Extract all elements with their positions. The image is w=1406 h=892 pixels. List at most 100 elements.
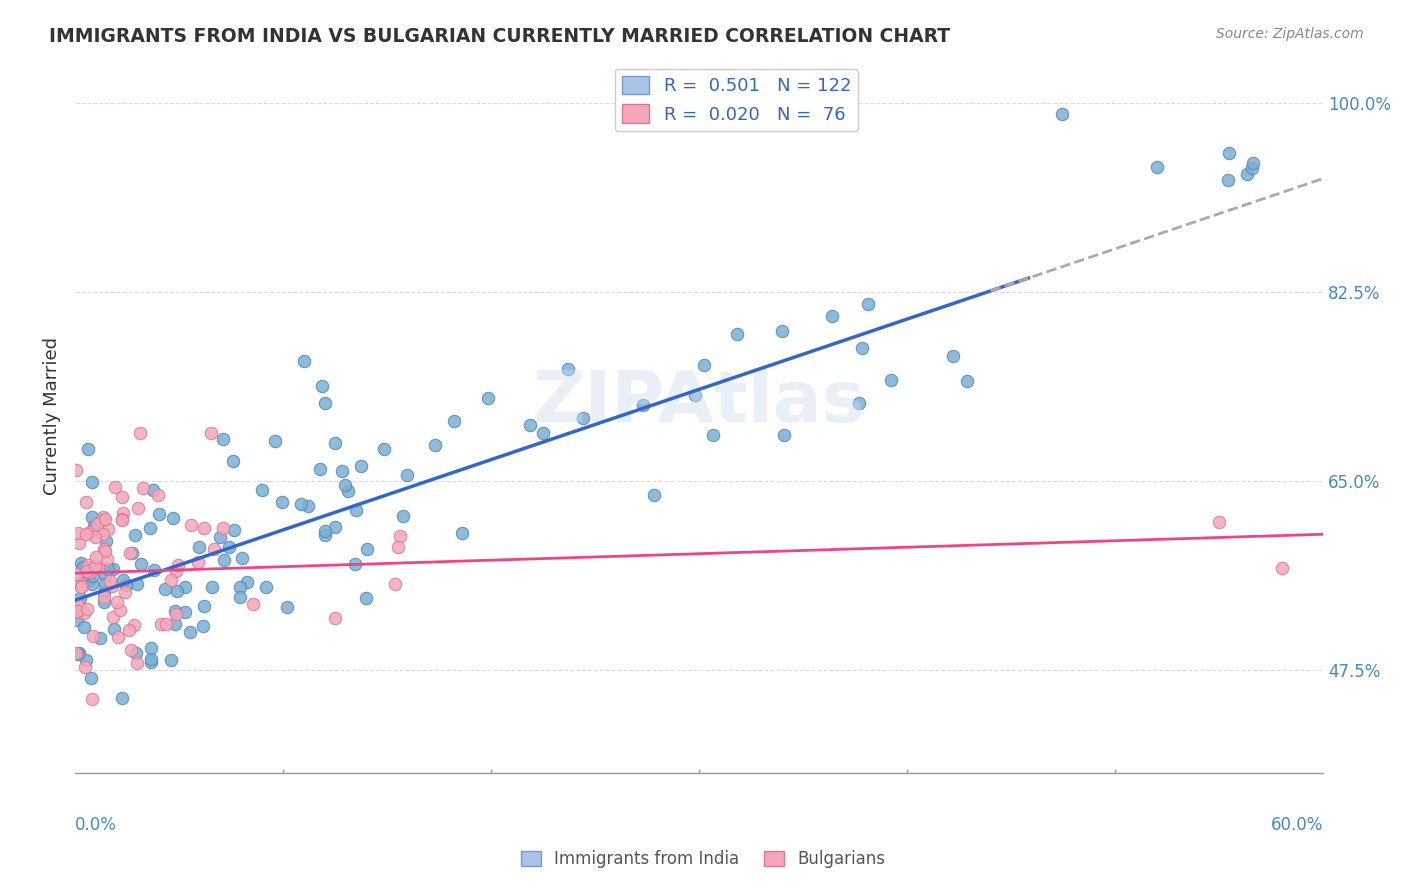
Point bbox=[84, 559, 107, 574]
Point bbox=[252, 483, 274, 498]
Point bbox=[72, 559, 94, 574]
Point bbox=[67, 646, 90, 660]
Point bbox=[323, 611, 346, 625]
Point bbox=[114, 578, 136, 592]
Point bbox=[155, 582, 177, 596]
Point bbox=[75, 527, 97, 541]
Point bbox=[263, 434, 285, 448]
Point bbox=[395, 468, 418, 483]
Point bbox=[93, 595, 115, 609]
Point bbox=[76, 558, 98, 573]
Point bbox=[770, 324, 793, 338]
Point bbox=[179, 625, 201, 640]
Point bbox=[1241, 156, 1264, 170]
Point bbox=[100, 574, 122, 588]
Point bbox=[104, 480, 127, 494]
Point bbox=[101, 562, 124, 576]
Point bbox=[73, 607, 96, 621]
Point bbox=[69, 591, 91, 606]
Point bbox=[93, 585, 115, 599]
Point bbox=[65, 647, 87, 661]
Point bbox=[160, 653, 183, 667]
Point bbox=[1050, 106, 1073, 120]
Point bbox=[693, 358, 716, 372]
Point bbox=[773, 427, 796, 442]
Point bbox=[112, 573, 135, 587]
Point bbox=[67, 577, 90, 591]
Point bbox=[70, 579, 93, 593]
Point bbox=[80, 577, 103, 591]
Point bbox=[373, 442, 395, 456]
Point bbox=[173, 605, 195, 619]
Text: IMMIGRANTS FROM INDIA VS BULGARIAN CURRENTLY MARRIED CORRELATION CHART: IMMIGRANTS FROM INDIA VS BULGARIAN CURRE… bbox=[49, 27, 950, 45]
Point bbox=[142, 483, 165, 498]
Point bbox=[139, 641, 162, 656]
Point bbox=[65, 567, 87, 582]
Point bbox=[80, 475, 103, 490]
Point bbox=[292, 354, 315, 368]
Point bbox=[77, 573, 100, 587]
Point bbox=[79, 565, 101, 579]
Text: ZIPAtlas: ZIPAtlas bbox=[533, 368, 865, 436]
Point bbox=[141, 651, 163, 665]
Point bbox=[271, 495, 294, 509]
Point bbox=[148, 508, 170, 522]
Point bbox=[193, 521, 215, 535]
Point bbox=[519, 418, 541, 433]
Point bbox=[1270, 561, 1292, 575]
Point bbox=[557, 362, 579, 376]
Point bbox=[254, 580, 277, 594]
Point bbox=[66, 604, 89, 618]
Point bbox=[100, 578, 122, 592]
Point bbox=[69, 557, 91, 571]
Point bbox=[1241, 161, 1264, 176]
Point bbox=[69, 575, 91, 590]
Point bbox=[166, 583, 188, 598]
Point bbox=[218, 541, 240, 555]
Point bbox=[423, 438, 446, 452]
Point bbox=[1218, 146, 1240, 161]
Text: 0.0%: 0.0% bbox=[75, 816, 117, 834]
Point bbox=[91, 527, 114, 541]
Point bbox=[387, 541, 409, 555]
Point bbox=[125, 646, 148, 660]
Point bbox=[127, 656, 149, 670]
Point bbox=[531, 426, 554, 441]
Point bbox=[72, 620, 94, 634]
Point bbox=[333, 477, 356, 491]
Point bbox=[97, 561, 120, 575]
Point bbox=[124, 528, 146, 542]
Point bbox=[142, 563, 165, 577]
Point bbox=[94, 511, 117, 525]
Point bbox=[76, 442, 98, 457]
Point bbox=[314, 396, 336, 410]
Point bbox=[138, 521, 160, 535]
Point bbox=[103, 622, 125, 636]
Point bbox=[124, 618, 146, 632]
Point bbox=[165, 604, 187, 618]
Point bbox=[229, 580, 252, 594]
Point bbox=[702, 428, 724, 442]
Point bbox=[83, 519, 105, 533]
Point bbox=[150, 616, 173, 631]
Point bbox=[82, 569, 104, 583]
Point bbox=[112, 506, 135, 520]
Point bbox=[93, 542, 115, 557]
Point bbox=[80, 692, 103, 706]
Point bbox=[128, 425, 150, 440]
Text: 60.0%: 60.0% bbox=[1271, 816, 1323, 834]
Point bbox=[201, 581, 224, 595]
Point bbox=[96, 552, 118, 566]
Point bbox=[121, 546, 143, 560]
Point bbox=[129, 558, 152, 572]
Point bbox=[350, 459, 373, 474]
Point bbox=[111, 490, 134, 504]
Point bbox=[290, 497, 312, 511]
Point bbox=[236, 575, 259, 590]
Point bbox=[851, 341, 873, 355]
Point bbox=[384, 577, 406, 591]
Point bbox=[344, 558, 367, 572]
Point bbox=[231, 550, 253, 565]
Point bbox=[848, 396, 870, 410]
Point bbox=[221, 453, 243, 467]
